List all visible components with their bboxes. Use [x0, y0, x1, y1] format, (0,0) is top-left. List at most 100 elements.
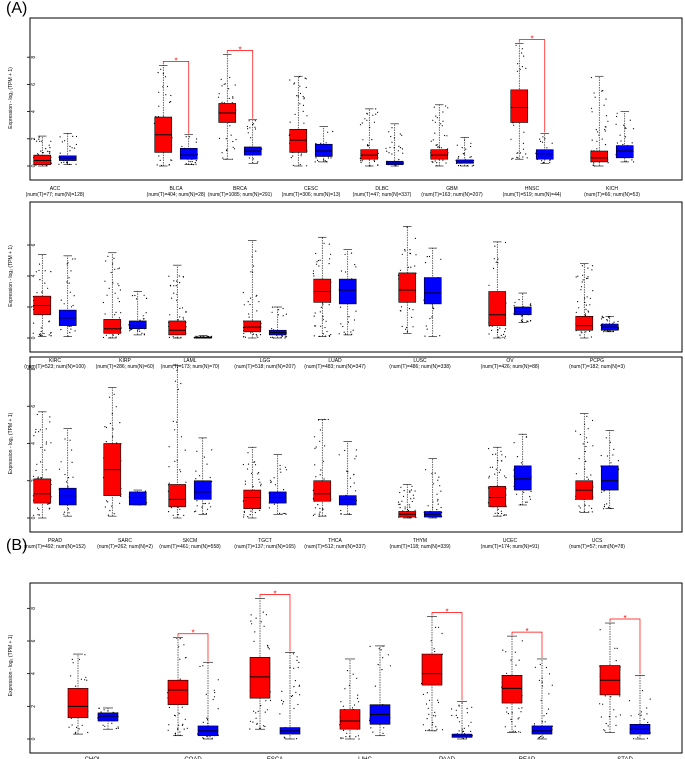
normal-point: [385, 147, 387, 149]
tumor-point: [359, 124, 362, 126]
normal-point: [206, 508, 209, 510]
tumor-point: [113, 393, 115, 395]
tumor-point: [243, 336, 245, 338]
normal-point: [545, 666, 548, 669]
normal-point: [601, 318, 603, 320]
tumor-point: [586, 476, 588, 478]
tumor-point: [231, 158, 233, 160]
normal-point: [207, 719, 209, 721]
tumor-point: [328, 335, 330, 337]
tumor-point: [172, 420, 174, 422]
tumor-point: [223, 102, 225, 104]
tumor-point: [251, 472, 253, 475]
tumor-point: [36, 292, 38, 294]
tumor-point: [318, 419, 320, 421]
tumor-point: [577, 301, 579, 303]
normal-point: [338, 333, 340, 335]
tumor-point: [184, 449, 186, 451]
category-counts: (num(T)=77; num(N)=128): [26, 192, 85, 198]
tumor-point: [503, 333, 505, 335]
category-ov: OV(num(T)=426; num(N)=88): [481, 241, 540, 370]
tumor-point: [607, 120, 609, 122]
tumor-box: [430, 149, 449, 160]
normal-point: [214, 691, 216, 694]
normal-point: [100, 711, 102, 713]
tumor-point: [405, 328, 407, 330]
tumor-point: [315, 263, 318, 265]
tumor-point: [179, 678, 181, 680]
normal-point: [330, 157, 332, 159]
normal-point: [646, 707, 648, 709]
tumor-point: [167, 729, 169, 731]
normal-point: [111, 722, 113, 724]
normal-point: [141, 332, 143, 334]
tumor-point: [247, 301, 249, 303]
tumor-point: [357, 694, 359, 696]
normal-point: [542, 736, 544, 738]
normal-point: [608, 316, 610, 318]
category-label: READ: [519, 757, 536, 759]
tumor-point: [49, 332, 52, 334]
tumor-point: [319, 440, 321, 442]
normal-box: [513, 306, 532, 316]
normal-point: [540, 736, 542, 738]
tumor-point: [320, 325, 322, 327]
tumor-point: [105, 441, 107, 443]
tumor-point: [112, 428, 114, 430]
tumor-point: [356, 697, 359, 700]
tumor-point: [244, 336, 247, 338]
tumor-point: [168, 466, 170, 468]
tumor-point: [499, 327, 501, 329]
tumor-point: [182, 723, 184, 726]
normal-point: [546, 147, 548, 149]
normal-point: [315, 157, 317, 159]
tumor-point: [578, 505, 580, 507]
tumor-point: [50, 271, 52, 273]
tumor-point: [305, 78, 307, 80]
tumor-point: [433, 715, 435, 717]
normal-point: [73, 295, 75, 297]
tumor-point: [48, 144, 50, 146]
normal-point: [64, 140, 66, 142]
category-label: KIRP: [119, 358, 131, 364]
normal-point: [296, 738, 298, 740]
tumor-point: [112, 282, 114, 284]
normal-point: [283, 489, 285, 491]
normal-point: [298, 661, 300, 664]
normal-point: [616, 115, 618, 118]
tumor-point: [180, 382, 182, 385]
normal-point: [604, 330, 606, 332]
category-counts: (num(T)=306; num(N)=13): [282, 192, 341, 198]
normal-box: [338, 278, 357, 305]
tumor-point: [398, 503, 400, 506]
tumor-point: [579, 433, 582, 436]
y-tick-label: 0: [31, 737, 37, 740]
category-counts: (num(T)=512; num(N)=337): [304, 544, 366, 550]
tumor-point: [40, 477, 42, 479]
normal-point: [64, 438, 66, 440]
category-label: LUAD: [328, 358, 342, 364]
normal-point: [71, 147, 73, 149]
tumor-point: [289, 79, 291, 81]
normal-point: [381, 669, 383, 671]
tumor-point: [521, 66, 524, 68]
normal-point: [386, 150, 388, 152]
normal-box: [97, 712, 119, 722]
tumor-point: [299, 163, 301, 166]
normal-point: [355, 490, 357, 492]
tumor-point: [326, 330, 328, 333]
normal-point: [254, 126, 256, 128]
normal-point: [340, 323, 342, 325]
tumor-point: [292, 164, 294, 166]
tumor-point: [352, 673, 354, 675]
tumor-point: [581, 332, 583, 334]
tumor-point: [615, 660, 617, 662]
normal-point: [388, 131, 390, 133]
tumor-point: [105, 426, 108, 429]
tumor-point: [50, 442, 52, 444]
tumor-point: [587, 276, 589, 278]
tumor-point: [591, 111, 593, 113]
normal-point: [61, 141, 64, 143]
tumor-point: [425, 703, 428, 705]
